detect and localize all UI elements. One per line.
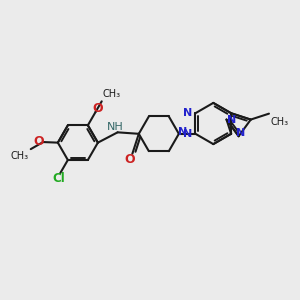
Text: Cl: Cl [52,172,65,185]
Text: CH₃: CH₃ [270,117,289,127]
Text: N: N [227,115,236,125]
Text: N: N [236,128,246,138]
Text: O: O [34,135,44,148]
Text: O: O [92,102,103,115]
Text: N: N [183,108,192,118]
Text: CH₃: CH₃ [10,152,28,161]
Text: NH: NH [107,122,124,132]
Text: N: N [183,129,192,140]
Text: N: N [178,127,188,137]
Text: CH₃: CH₃ [103,89,121,99]
Text: O: O [124,153,135,166]
